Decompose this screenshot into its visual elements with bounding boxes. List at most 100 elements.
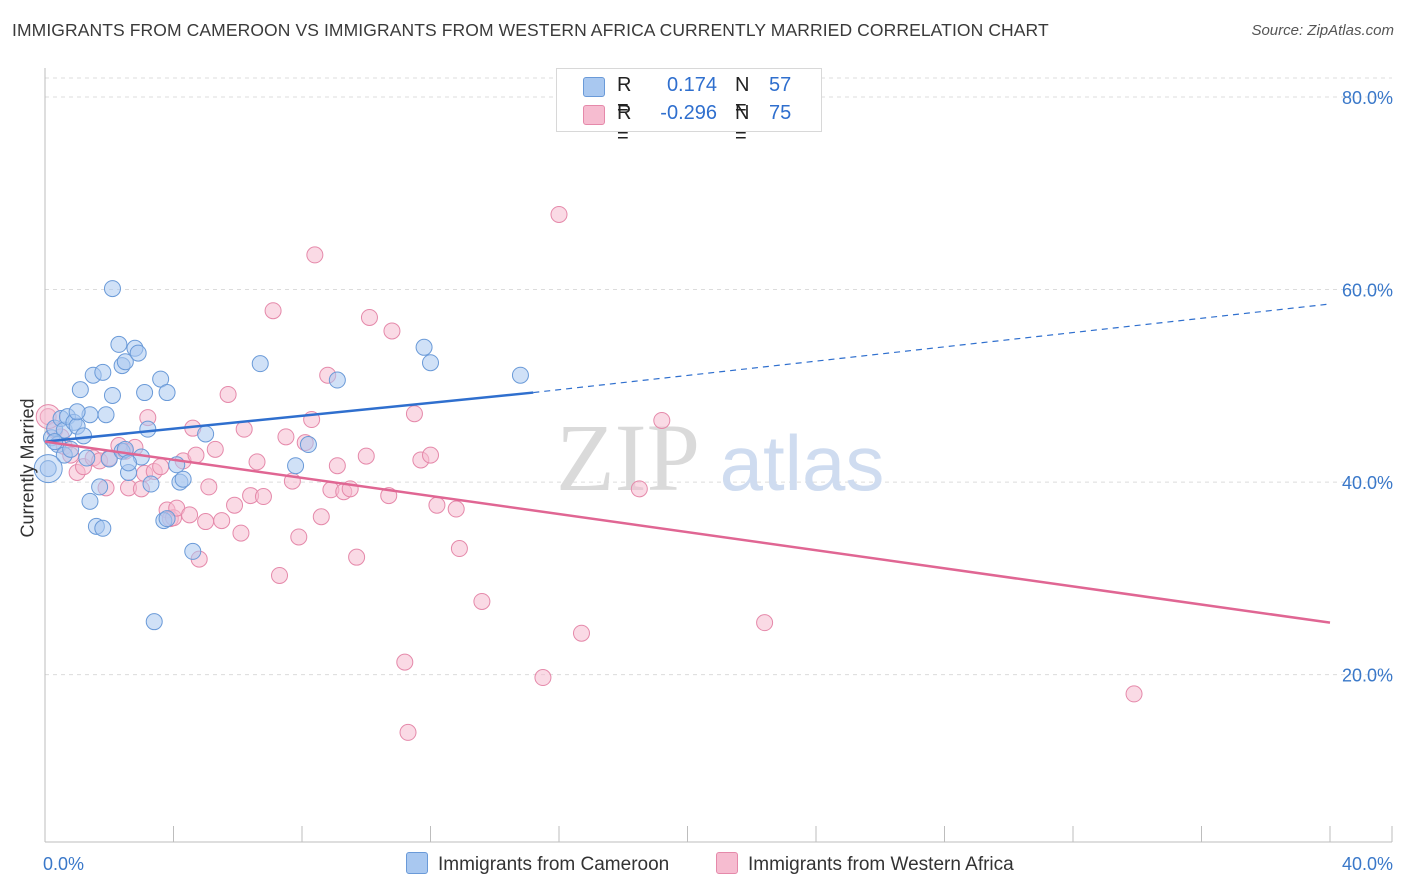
data-point-western-africa	[271, 566, 289, 584]
data-point-western-africa	[254, 488, 272, 506]
trend-line-western-africa	[44, 440, 1331, 624]
data-point-cameroon	[97, 406, 115, 424]
legend-n-value: 75	[769, 102, 792, 124]
data-point-cameroon	[136, 384, 154, 402]
data-point-cameroon	[81, 492, 99, 510]
data-point-cameroon	[68, 403, 86, 421]
data-point-cameroon	[129, 344, 147, 362]
data-point-cameroon	[116, 353, 134, 371]
legend-n-label: N =	[735, 74, 750, 119]
data-point-cameroon	[299, 436, 317, 454]
legend-r-value: -0.296	[660, 102, 717, 124]
data-point-cameroon	[174, 470, 192, 488]
data-point-western-africa	[534, 669, 552, 687]
data-point-western-africa	[181, 506, 199, 524]
data-point-western-africa	[290, 528, 308, 546]
data-point-western-africa	[550, 205, 568, 223]
trend-line-cameroon-extension	[533, 303, 1331, 394]
gridlines	[45, 77, 1392, 676]
x-tick-label: 40.0%	[1342, 854, 1393, 874]
x-tick-label: 0.0%	[43, 854, 84, 874]
data-point-western-africa	[447, 500, 465, 518]
legend-n-value: 57	[769, 74, 792, 96]
data-point-western-africa	[226, 496, 244, 514]
trend-line-cameroon	[44, 391, 534, 443]
data-point-western-africa	[572, 624, 590, 642]
data-point-western-africa	[756, 614, 774, 632]
data-point-western-africa	[200, 478, 218, 496]
data-point-cameroon	[103, 386, 121, 404]
data-point-cameroon	[78, 449, 96, 467]
bottom-legend-label-western-africa: Immigrants from Western Africa	[748, 854, 1014, 875]
legend-r-label: R =	[617, 74, 632, 119]
axes	[44, 68, 1393, 843]
data-point-western-africa	[213, 512, 231, 530]
trend-lines	[44, 303, 1331, 624]
data-point-cameroon	[142, 475, 160, 493]
data-point-western-africa	[383, 322, 401, 340]
data-point-cameroon	[39, 460, 57, 478]
data-point-cameroon	[251, 355, 269, 373]
data-point-cameroon	[94, 363, 112, 381]
bottom-legend-swatch-pink	[716, 852, 738, 874]
y-tick-label: 40.0%	[1342, 473, 1393, 493]
data-point-cameroon	[120, 454, 138, 472]
data-point-western-africa	[1125, 685, 1143, 703]
legend-swatch-pink	[583, 105, 605, 125]
series-western-africa-points	[35, 205, 1143, 741]
data-point-western-africa	[232, 524, 250, 542]
data-point-western-africa	[653, 411, 671, 429]
data-point-western-africa	[312, 508, 330, 526]
data-point-cameroon	[94, 519, 112, 537]
data-point-western-africa	[306, 246, 324, 264]
data-point-cameroon	[110, 335, 128, 353]
series-cameroon-points	[33, 280, 529, 631]
correlation-legend: R = 0.174 N = 57 R = -0.296 N = 75	[556, 68, 822, 147]
data-point-western-africa	[219, 385, 237, 403]
watermark: ZIP atlas	[556, 404, 884, 511]
data-point-western-africa	[396, 653, 414, 671]
data-point-cameroon	[103, 280, 121, 298]
legend-n-label: N =	[735, 102, 750, 147]
data-point-western-africa	[630, 480, 648, 498]
data-point-western-africa	[450, 540, 468, 558]
data-point-cameroon	[158, 384, 176, 402]
data-point-western-africa	[152, 458, 170, 476]
data-point-western-africa	[206, 440, 224, 458]
data-point-cameroon	[139, 420, 157, 438]
x-tick-labels: 0.0% 40.0%	[43, 854, 1393, 874]
data-point-cameroon	[422, 354, 439, 372]
data-point-western-africa	[357, 447, 375, 465]
data-point-western-africa	[197, 513, 215, 531]
data-point-western-africa	[348, 548, 366, 566]
y-tick-labels: 20.0% 40.0% 60.0% 80.0%	[1342, 88, 1393, 686]
data-point-western-africa	[473, 592, 491, 610]
data-point-western-africa	[399, 723, 417, 741]
data-point-cameroon	[197, 425, 215, 443]
data-point-cameroon	[184, 542, 202, 560]
data-point-cameroon	[75, 427, 93, 445]
data-point-western-africa	[405, 405, 423, 423]
data-point-western-africa	[422, 446, 439, 464]
data-point-cameroon	[287, 457, 305, 475]
data-point-cameroon	[158, 510, 176, 528]
data-point-western-africa	[264, 302, 282, 320]
data-point-western-africa	[277, 428, 295, 446]
data-point-cameroon	[145, 613, 163, 631]
bottom-legend-label-cameroon: Immigrants from Cameroon	[438, 854, 670, 875]
y-tick-label: 20.0%	[1342, 666, 1393, 686]
y-tick-label: 80.0%	[1342, 88, 1393, 108]
y-axis-label: Currently Married	[17, 398, 38, 538]
y-tick-label: 60.0%	[1342, 281, 1393, 301]
data-point-western-africa	[235, 420, 253, 438]
data-point-cameroon	[33, 454, 63, 484]
bottom-legend-swatch-blue	[406, 852, 428, 874]
legend-swatch-blue	[583, 77, 605, 97]
data-point-western-africa	[428, 496, 446, 514]
data-point-cameroon	[415, 338, 433, 356]
watermark-atlas: atlas	[720, 419, 885, 507]
chart-source: Source: ZipAtlas.com	[1251, 22, 1394, 39]
data-point-cameroon	[328, 371, 346, 389]
data-point-western-africa	[328, 457, 346, 475]
data-point-western-africa	[248, 453, 266, 471]
